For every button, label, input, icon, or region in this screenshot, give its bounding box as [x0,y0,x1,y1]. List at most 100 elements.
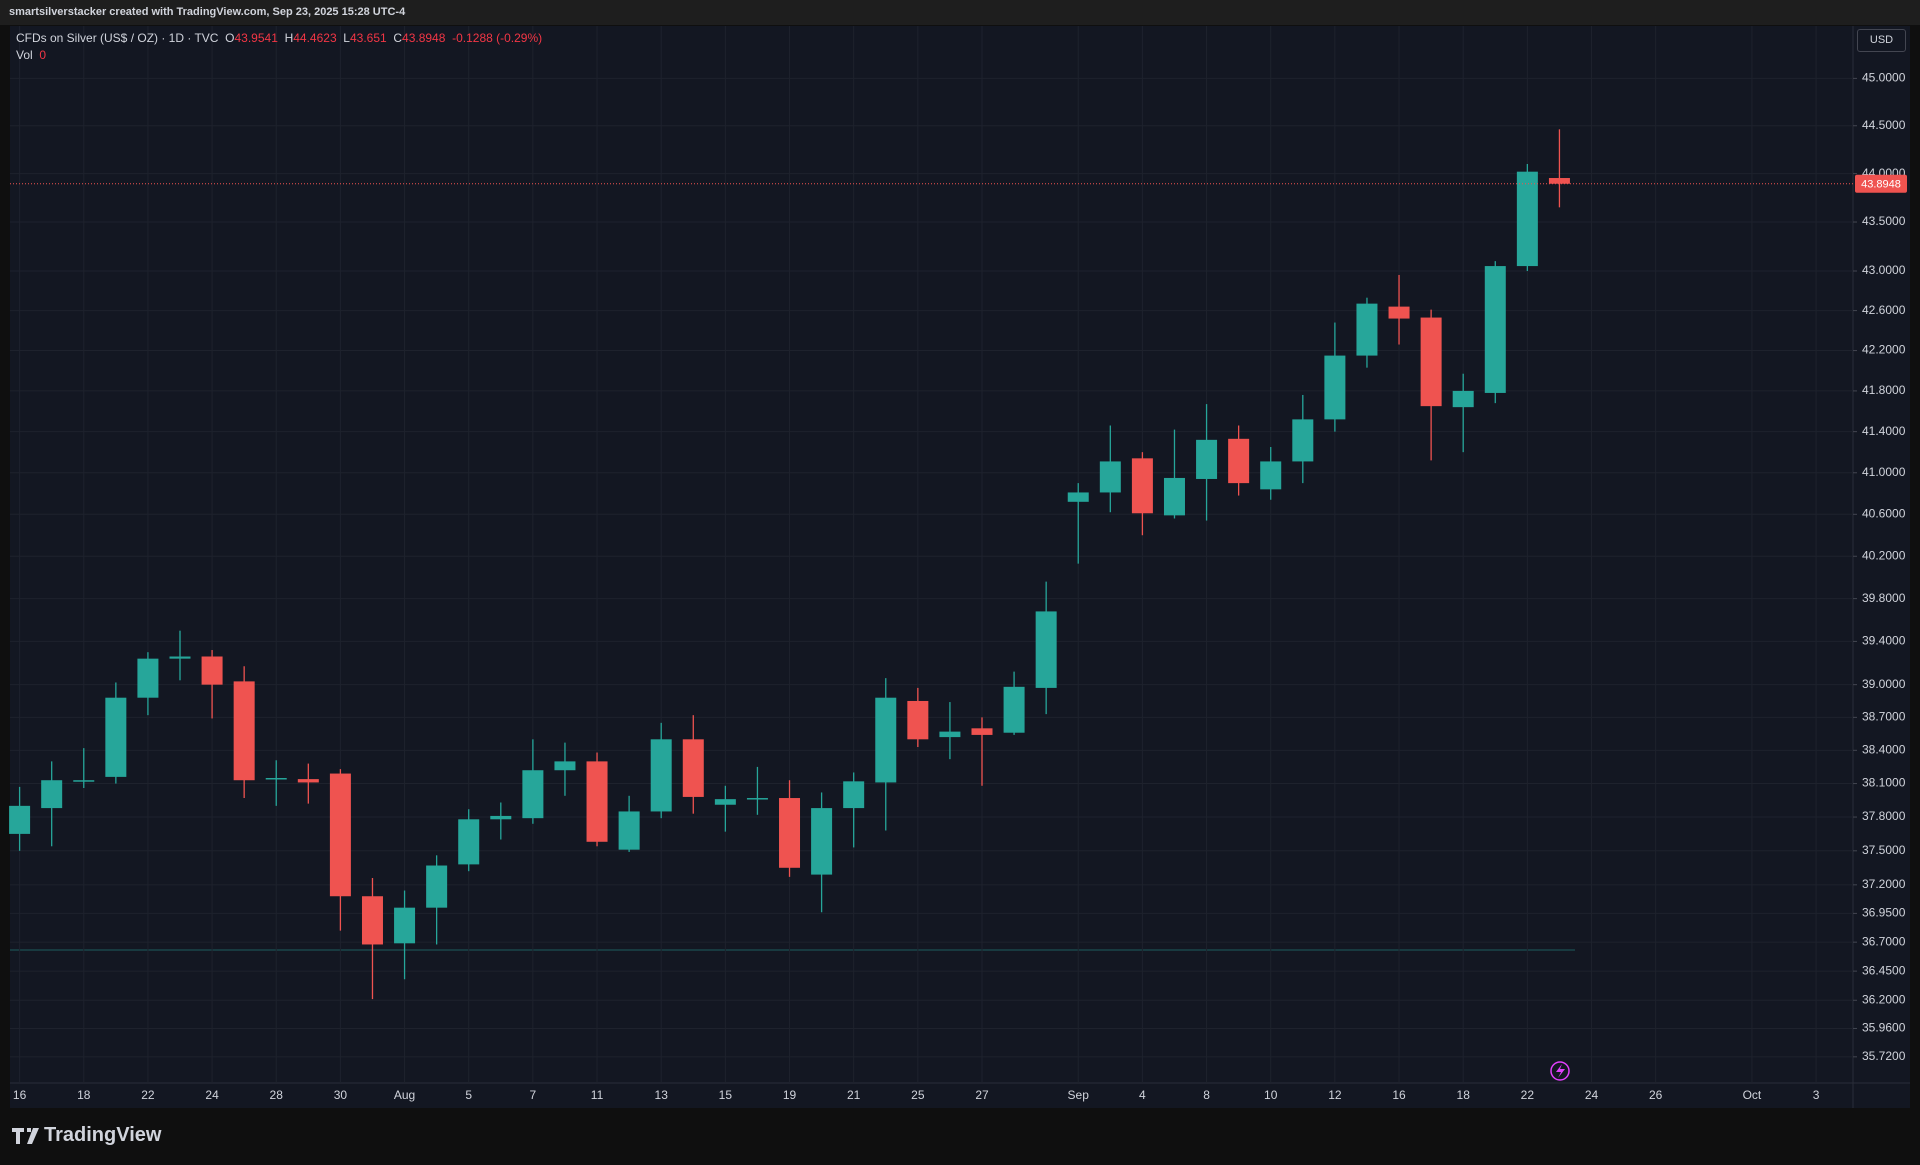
x-tick-label: 11 [591,1088,604,1102]
y-tick-label: 39.8000 [1862,591,1906,605]
x-tick-label: Sep [1068,1088,1090,1102]
currency-button[interactable]: USD [1857,29,1906,52]
x-tick-label: 24 [205,1088,219,1102]
candle-body [843,781,865,809]
candle-body [1548,178,1570,184]
x-tick-label: 22 [141,1088,155,1102]
y-tick-label: 41.0000 [1862,465,1906,479]
y-tick-label: 42.6000 [1862,303,1906,317]
y-tick-label: 41.4000 [1862,424,1906,438]
x-tick-label: 16 [1392,1088,1406,1102]
volume-legend: Vol 0 [16,48,46,62]
candle-body [137,658,159,698]
candle-body [9,805,31,834]
x-tick-label: 7 [530,1088,537,1102]
lightning-icon[interactable] [1550,1061,1570,1081]
candle-body [1388,306,1410,319]
y-tick-label: 42.2000 [1862,343,1906,357]
candle-body [1356,303,1378,356]
candle-body [522,770,544,819]
candle-body [1228,438,1250,484]
y-tick-label: 45.0000 [1862,71,1906,85]
x-tick-label: 27 [975,1088,989,1102]
x-tick-label: 25 [911,1088,925,1102]
legend: CFDs on Silver (US$ / OZ) · 1D · TVC O43… [16,31,542,45]
x-tick-label: 3 [1813,1088,1820,1102]
y-tick-label: 37.2000 [1862,877,1906,891]
y-tick-label: 44.5000 [1862,118,1906,132]
x-tick-label: 8 [1203,1088,1210,1102]
candle-body [458,819,480,865]
candle-body [490,815,512,820]
candle-body [746,798,768,800]
ohlc-letter: C [393,31,403,45]
x-tick-label: 12 [1328,1088,1342,1102]
candle-body [586,761,608,842]
candle-body [1292,419,1314,462]
candle-body [201,656,223,685]
y-tick-label: 36.7000 [1862,934,1906,948]
candle-body [618,811,640,850]
candle-body [169,656,191,659]
candle-body [1420,317,1442,407]
y-tick-label: 37.8000 [1862,809,1906,823]
candle-body [329,773,351,897]
y-tick-label: 38.4000 [1862,743,1906,757]
candle-body [682,739,704,797]
x-tick-label: 5 [465,1088,472,1102]
candle-body [779,798,801,868]
candle-body [1131,458,1153,514]
candle-body [714,799,736,805]
price-tag [1855,174,1907,193]
x-tick-label: 4 [1139,1088,1146,1102]
y-tick-label: 40.6000 [1862,506,1906,520]
x-tick-label: Oct [1743,1088,1762,1102]
candle-body [650,739,672,812]
candle-body [811,808,833,875]
change: -0.1288 (-0.29%) [452,31,543,45]
ohlc-letter: H [284,31,294,45]
x-tick-label: 26 [1649,1088,1663,1102]
x-tick-label: 22 [1521,1088,1535,1102]
y-tick-label: 40.2000 [1862,548,1906,562]
candle-body [73,780,95,782]
candle-body [1196,439,1218,479]
y-tick-label: 37.5000 [1862,843,1906,857]
y-tick-label: 36.9500 [1862,906,1906,920]
y-tick-label: 43.5000 [1862,214,1906,228]
x-tick-label: 30 [334,1088,348,1102]
brand: TradingView [44,1124,162,1146]
y-tick-label: 38.7000 [1862,710,1906,724]
candle-body [265,778,287,780]
candle-body [41,780,63,809]
chart-pane [10,26,1910,1108]
candle-body [1260,461,1282,490]
candle-body [1484,266,1506,393]
x-tick-label: Aug [394,1088,415,1102]
candle-body [1163,477,1185,516]
ohlc-value: 43.651 [349,31,387,45]
brand-logo [12,1128,39,1144]
ohlc-letter: O [225,31,235,45]
candle-body [971,728,993,735]
attribution: smartsilverstacker created with TradingV… [9,6,406,18]
ohlc-letter: L [343,31,350,45]
candle-body [875,697,897,783]
candle-body [1516,171,1538,267]
x-tick-label: 19 [783,1088,797,1102]
y-tick-label: 35.9600 [1862,1021,1906,1035]
candle-body [426,865,448,908]
x-tick-label: 21 [847,1088,861,1102]
y-tick-label: 39.4000 [1862,634,1906,648]
x-tick-label: 15 [719,1088,733,1102]
x-tick-label: 13 [655,1088,669,1102]
candle-body [939,731,961,738]
candle-body [1035,611,1057,688]
x-tick-label: 18 [77,1088,91,1102]
y-tick-label: 36.4500 [1862,963,1906,977]
candle-body [233,681,255,781]
price-tag-label: 43.8948 [1861,179,1901,191]
candle-body [1452,390,1474,408]
top-bar [0,0,1920,25]
